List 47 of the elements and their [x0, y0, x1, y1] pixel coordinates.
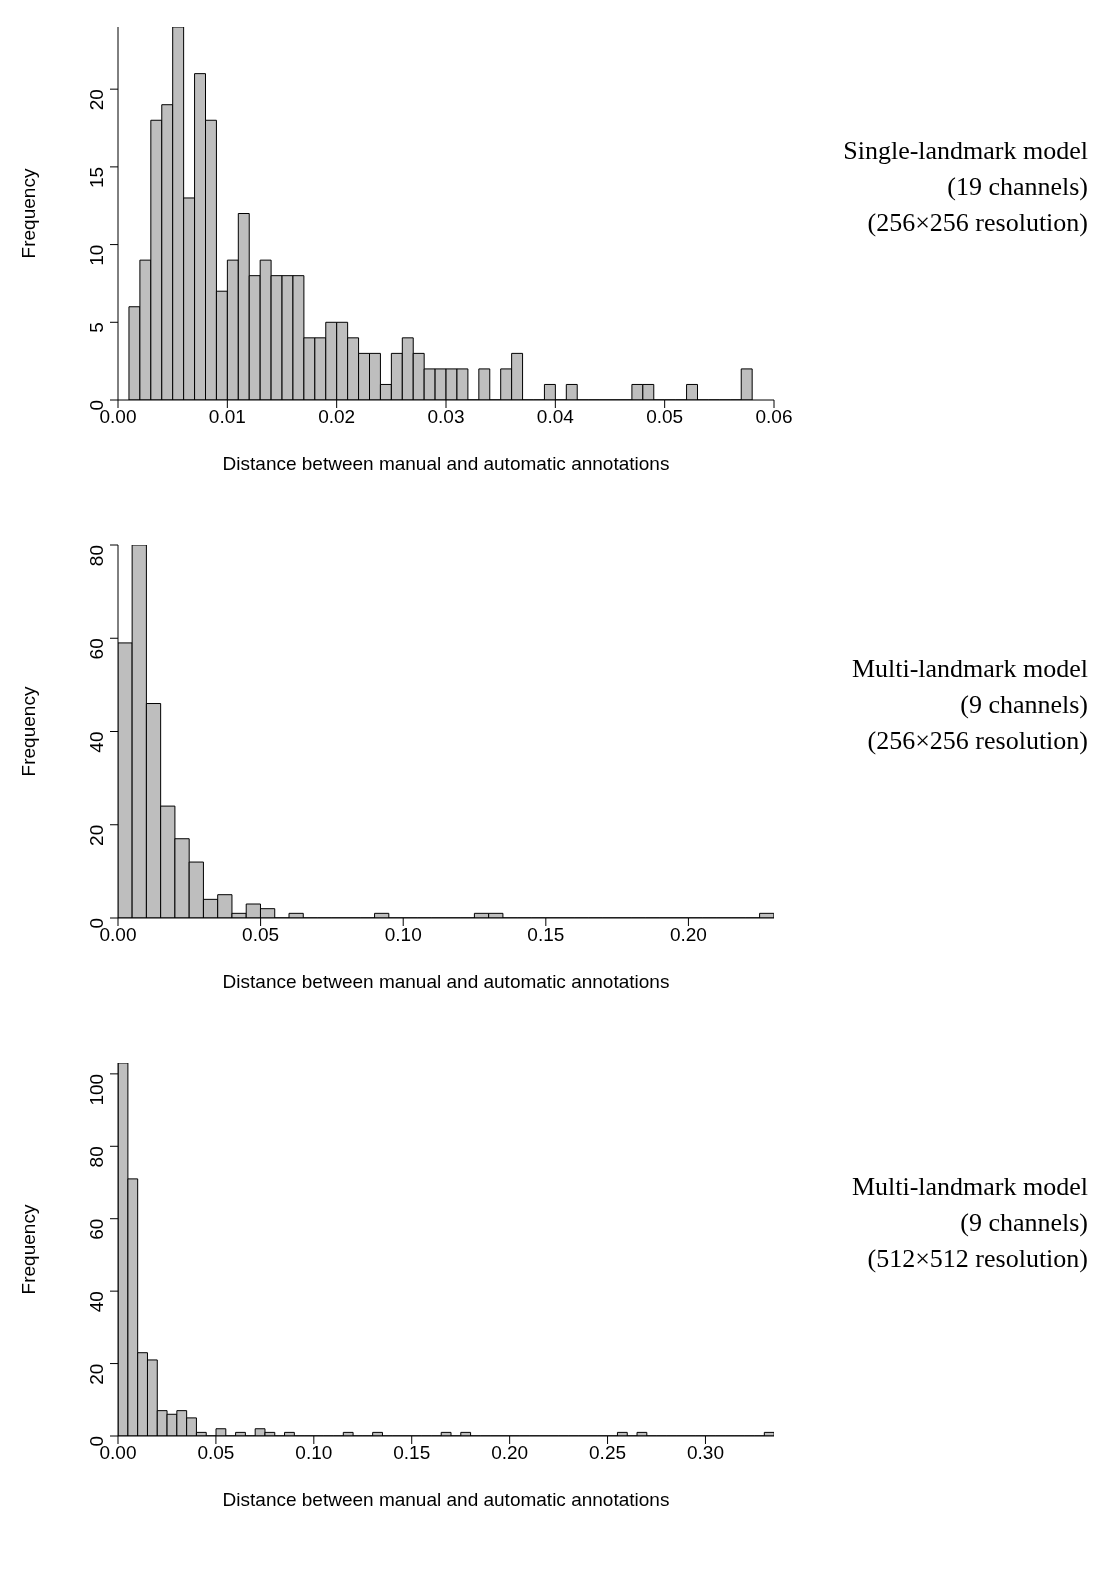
y-tick-label: 80 — [85, 1145, 107, 1167]
y-tick-label: 0 — [85, 1435, 107, 1447]
x-tick-label: 0.15 — [527, 923, 565, 945]
x-tick-label: 0.06 — [755, 405, 793, 427]
x-tick-label: 0.20 — [491, 1441, 529, 1463]
x-tick-label: 0.05 — [197, 1441, 235, 1463]
y-tick-label: 5 — [85, 321, 107, 333]
x-axis-title: Distance between manual and automatic annotations — [222, 1488, 670, 1510]
y-axis-title: Frequency — [17, 685, 39, 776]
x-tick-label: 0.04 — [536, 405, 575, 427]
y-tick-label: 80 — [85, 544, 107, 566]
x-tick-label: 0.05 — [242, 923, 280, 945]
y-tick-label: 40 — [85, 731, 107, 753]
x-tick-label: 0.01 — [208, 405, 246, 427]
x-tick-label: 0.20 — [669, 923, 707, 945]
y-tick-label: 20 — [85, 824, 107, 846]
y-tick-label: 20 — [85, 88, 107, 110]
y-tick-label: 15 — [85, 166, 107, 188]
y-tick-label: 60 — [85, 1218, 107, 1240]
text: Multi-landmark model — [850, 1171, 1088, 1203]
y-axis-title: Frequency — [17, 167, 39, 258]
x-tick-label: 0.05 — [646, 405, 684, 427]
x-axis-title: Distance between manual and automatic annotations — [222, 452, 670, 474]
x-axis-title: Distance between manual and automatic annotations — [222, 970, 670, 992]
text: (512×512 resolution) — [866, 1243, 1088, 1275]
x-tick-label: 0.15 — [393, 1441, 431, 1463]
text: (19 channels) — [946, 171, 1088, 203]
y-tick-label: 0 — [85, 399, 107, 411]
y-tick-label: 60 — [85, 637, 107, 659]
x-tick-label: 0.10 — [295, 1441, 333, 1463]
text: (9 channels) — [959, 689, 1088, 721]
y-tick-label: 10 — [85, 244, 107, 266]
text: (256×256 resolution) — [866, 725, 1088, 757]
y-axis-title: Frequency — [17, 1203, 39, 1294]
x-tick-label: 0.25 — [589, 1441, 627, 1463]
y-tick-label: 100 — [85, 1073, 107, 1106]
x-tick-label: 0.30 — [686, 1441, 724, 1463]
y-tick-label: 20 — [85, 1363, 107, 1385]
text: Single-landmark model — [842, 135, 1088, 167]
text: (9 channels) — [959, 1207, 1088, 1239]
y-tick-label: 0 — [85, 917, 107, 929]
x-tick-label: 0.02 — [318, 405, 356, 427]
x-tick-label: 0.10 — [384, 923, 422, 945]
x-tick-label: 0.03 — [427, 405, 465, 427]
text: (256×256 resolution) — [866, 207, 1088, 239]
y-tick-label: 40 — [85, 1290, 107, 1312]
text: Multi-landmark model — [850, 653, 1088, 685]
